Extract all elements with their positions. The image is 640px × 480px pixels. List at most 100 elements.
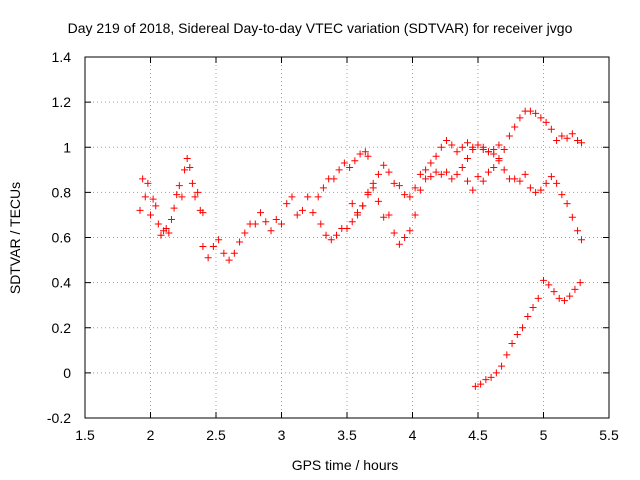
data-point [516, 114, 524, 122]
data-point [427, 159, 435, 167]
data-point [194, 188, 202, 196]
data-point [356, 150, 364, 158]
chart-title: Day 219 of 2018, Sidereal Day-to-day VTE… [67, 20, 573, 36]
data-point [162, 224, 170, 232]
data-point [175, 182, 183, 190]
data-point [262, 218, 270, 226]
data-point [152, 202, 160, 210]
data-point [437, 143, 445, 151]
data-point [458, 164, 466, 172]
data-point [492, 369, 500, 377]
data-point [364, 188, 372, 196]
data-point [484, 168, 492, 176]
data-point [191, 193, 199, 201]
data-point [479, 177, 487, 185]
data-point [464, 155, 472, 163]
data-point [139, 175, 147, 183]
data-point [568, 130, 576, 138]
data-point [333, 231, 341, 239]
data-point [416, 186, 424, 194]
data-point [448, 141, 456, 149]
data-point [215, 236, 223, 244]
data-point [173, 191, 181, 199]
data-point [288, 193, 296, 201]
data-point [385, 168, 393, 176]
data-point [537, 186, 545, 194]
data-point [272, 215, 280, 223]
data-point [167, 215, 175, 223]
x-tick-label: 4 [409, 427, 417, 443]
data-point [181, 166, 189, 174]
data-point [170, 204, 178, 212]
data-point [359, 202, 367, 210]
data-point [416, 170, 424, 178]
data-point [458, 143, 466, 151]
data-points [136, 107, 585, 390]
data-point [566, 292, 574, 300]
data-point [364, 152, 372, 160]
data-point [225, 256, 233, 264]
data-point [427, 173, 435, 181]
data-point [348, 200, 356, 208]
data-point [500, 146, 508, 154]
data-point [385, 211, 393, 219]
data-point [380, 213, 388, 221]
data-point [390, 229, 398, 237]
data-point [241, 229, 249, 237]
data-point [484, 148, 492, 156]
data-point [257, 209, 265, 217]
data-point [474, 173, 482, 181]
data-point [322, 231, 330, 239]
data-point [545, 281, 553, 289]
data-point [283, 200, 291, 208]
data-point [369, 184, 377, 192]
data-point [340, 159, 348, 167]
data-point [380, 161, 388, 169]
data-point [406, 227, 414, 235]
data-point [319, 184, 327, 192]
data-point [199, 243, 207, 251]
data-point [495, 157, 503, 165]
data-point [563, 200, 571, 208]
data-point [490, 164, 498, 172]
data-point [469, 186, 477, 194]
data-point [542, 179, 550, 187]
x-tick-label: 3 [278, 427, 286, 443]
data-point [141, 193, 149, 201]
data-point [471, 382, 479, 390]
data-point [571, 285, 579, 293]
y-tick-label: 0.4 [52, 275, 72, 291]
data-point [432, 168, 440, 176]
data-point [267, 227, 275, 235]
data-point [204, 254, 212, 262]
data-point [448, 175, 456, 183]
data-point [346, 164, 354, 172]
data-point [314, 193, 322, 201]
data-point [188, 179, 196, 187]
data-point [534, 294, 542, 302]
data-point [374, 170, 382, 178]
data-point [293, 211, 301, 219]
data-point [540, 276, 547, 284]
data-point [390, 179, 398, 187]
data-point [437, 170, 445, 178]
x-tick-label: 3.5 [337, 427, 357, 443]
data-point [183, 155, 191, 163]
data-point [521, 170, 529, 178]
x-tick-label: 2.5 [206, 427, 226, 443]
data-point [401, 234, 409, 241]
data-point [513, 331, 521, 339]
data-point [251, 220, 259, 228]
data-point [395, 240, 403, 248]
data-point [230, 249, 238, 257]
data-point [576, 279, 584, 287]
data-point [516, 177, 524, 185]
data-point [411, 184, 419, 192]
data-point [558, 191, 566, 199]
data-point [154, 220, 162, 228]
data-point [560, 297, 568, 305]
data-point [555, 294, 563, 302]
x-tick-label: 5.5 [599, 427, 619, 443]
data-point [147, 211, 154, 219]
